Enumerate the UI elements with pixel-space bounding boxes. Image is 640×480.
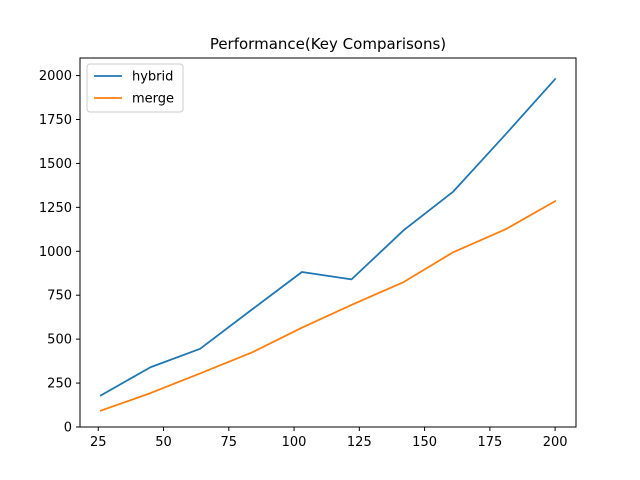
y-tick-label: 1750 (39, 113, 72, 128)
series-line-hybrid (99, 77, 557, 397)
x-tick-label: 200 (543, 435, 568, 450)
legend-label-merge: merge (132, 92, 174, 107)
series-line-merge (99, 199, 557, 412)
y-tick-label: 2000 (39, 69, 72, 84)
x-tick-label: 25 (90, 435, 107, 450)
y-tick-label: 0 (64, 421, 72, 436)
x-tick-label: 175 (477, 435, 502, 450)
legend: hybrid merge (86, 63, 184, 113)
legend-label-hybrid: hybrid (132, 70, 173, 85)
y-tick-label: 1500 (39, 157, 72, 172)
x-axis: 25 50 75 100 125 150 175 200 (90, 427, 568, 450)
x-tick-label: 50 (155, 435, 172, 450)
y-tick-label: 750 (47, 289, 72, 304)
x-tick-label: 150 (412, 435, 437, 450)
x-tick-label: 125 (347, 435, 372, 450)
chart-title: Performance(Key Comparisons) (210, 35, 446, 53)
x-tick-label: 100 (282, 435, 307, 450)
plot-content (99, 77, 557, 412)
y-tick-label: 1250 (39, 201, 72, 216)
y-axis: 0 250 500 750 1000 1250 1500 1750 2000 (39, 69, 80, 436)
x-tick-label: 75 (221, 435, 238, 450)
y-tick-label: 1000 (39, 245, 72, 260)
y-tick-label: 500 (47, 333, 72, 348)
y-tick-label: 250 (47, 377, 72, 392)
plot-frame (79, 57, 577, 428)
